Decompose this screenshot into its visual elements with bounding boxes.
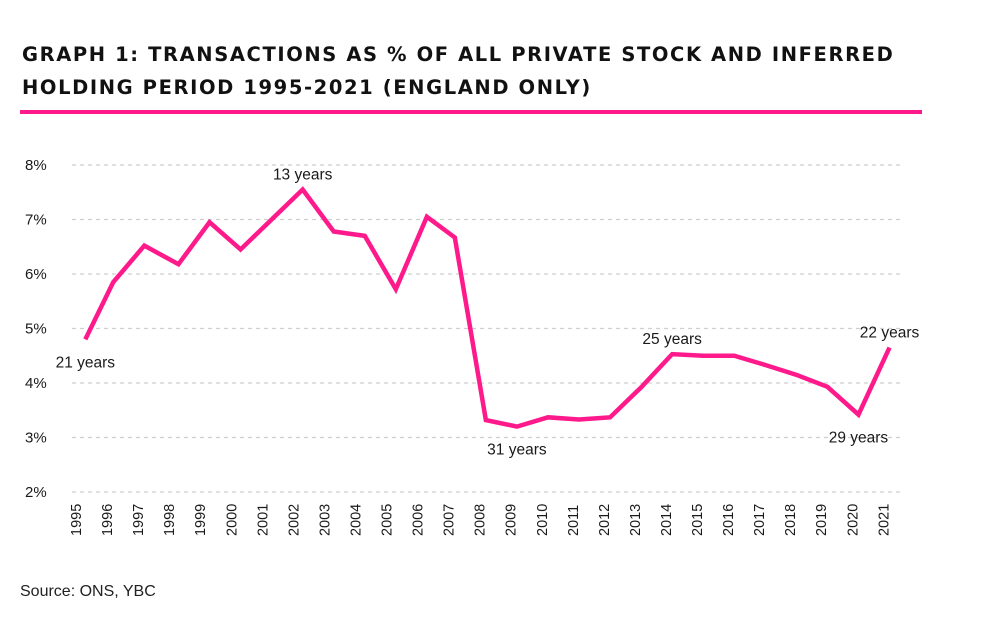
- x-tick-label: 2012: [597, 504, 613, 536]
- x-tick-label: 2010: [535, 504, 551, 536]
- source-note: Source: ONS, YBC: [20, 583, 156, 600]
- y-tick-label: 8%: [25, 157, 47, 174]
- x-tick-label: 1995: [69, 504, 85, 536]
- x-tick-label: 2009: [504, 504, 520, 536]
- x-tick-label: 1997: [131, 504, 147, 536]
- y-tick-label: 2%: [25, 484, 47, 501]
- y-tick-label: 6%: [25, 266, 47, 283]
- x-tick-label: 2019: [814, 504, 830, 536]
- chart-title-line-2: HOLDING PERIOD 1995-2021 (ENGLAND ONLY): [22, 76, 592, 99]
- x-tick-label: 2020: [845, 504, 861, 536]
- y-tick-label: 3%: [25, 430, 47, 447]
- chart-title-line-1: GRAPH 1: TRANSACTIONS AS % OF ALL PRIVAT…: [22, 43, 895, 66]
- annotation-layer: 21 years 13 years 31 years 25 years 29 years…: [56, 167, 920, 459]
- y-tick-label: 5%: [25, 321, 47, 338]
- chart-title: GRAPH 1: TRANSACTIONS AS % OF ALL PRIVAT…: [22, 38, 922, 104]
- x-tick-label: 2018: [783, 504, 799, 536]
- x-tick-label: 2015: [690, 504, 706, 536]
- series-line: [83, 186, 892, 429]
- series-layer: [83, 186, 892, 429]
- x-tick-label: 2017: [752, 504, 768, 536]
- x-axis-labels: 1995 1996 1997 1998 1999 2000 2001 2002 2003 2004…: [69, 504, 892, 536]
- x-tick-label: 1998: [162, 504, 178, 536]
- y-tick-label: 7%: [25, 212, 47, 229]
- x-tick-label: 2011: [566, 505, 582, 536]
- x-tick-label: 1996: [100, 504, 116, 536]
- annotation-label: 13 years: [273, 167, 333, 184]
- gridlines: [72, 164, 902, 493]
- title-underline: [20, 110, 922, 114]
- x-tick-label: 2016: [721, 504, 737, 536]
- annotation-label: 22 years: [860, 325, 920, 342]
- annotation-label: 25 years: [642, 331, 702, 348]
- y-axis-labels: 2% 3% 4% 5% 6% 7% 8%: [25, 157, 47, 501]
- x-tick-label: 2006: [411, 504, 427, 536]
- x-tick-label: 2000: [224, 504, 240, 536]
- x-tick-label: 2007: [442, 504, 458, 536]
- annotation-label: 29 years: [829, 430, 889, 447]
- x-tick-label: 2005: [380, 504, 396, 536]
- x-tick-label: 2004: [348, 504, 364, 536]
- x-tick-label: 2014: [659, 504, 675, 536]
- x-tick-label: 2001: [255, 504, 271, 536]
- annotation-label: 21 years: [56, 354, 116, 371]
- x-tick-label: 2003: [317, 504, 333, 536]
- line-chart: 2% 3% 4% 5% 6% 7% 8% 1995 1996 1997 1998 1999 2000 2…: [25, 157, 920, 536]
- x-tick-label: 2013: [628, 504, 644, 536]
- annotation-label: 31 years: [487, 442, 547, 459]
- x-tick-label: 1999: [193, 504, 209, 536]
- x-tick-label: 2002: [286, 504, 302, 536]
- y-tick-label: 4%: [25, 375, 47, 392]
- x-tick-label: 2008: [473, 504, 489, 536]
- x-tick-label: 2021: [876, 504, 892, 536]
